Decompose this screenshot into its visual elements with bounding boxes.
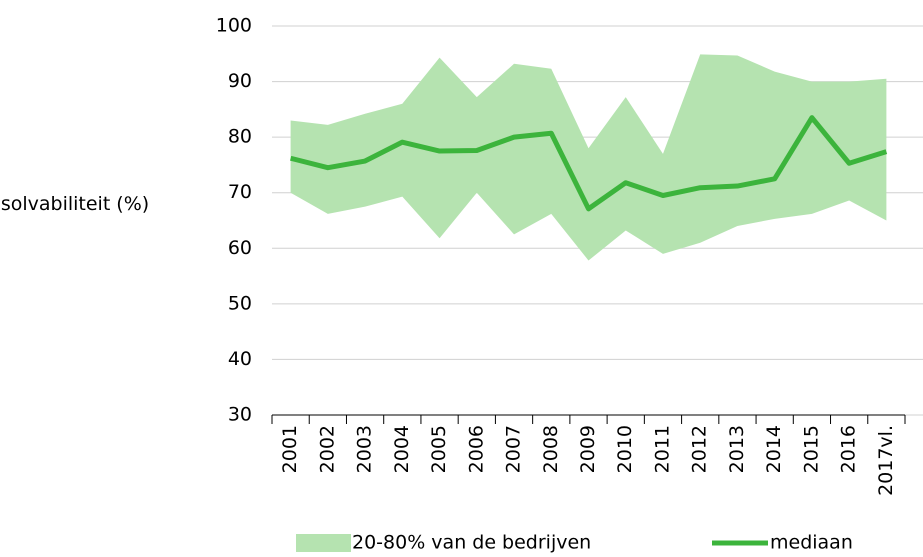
x-tick-label: 2015 bbox=[800, 425, 822, 473]
legend-swatch bbox=[296, 534, 351, 552]
legend-label: mediaan bbox=[770, 532, 853, 554]
x-tick-label: 2017vl. bbox=[875, 425, 897, 496]
x-tick-label: 2003 bbox=[354, 425, 376, 473]
x-tick-label: 2004 bbox=[391, 425, 413, 473]
x-tick-label: 2012 bbox=[689, 425, 711, 473]
x-tick-label: 2006 bbox=[465, 425, 487, 473]
x-tick-label: 2009 bbox=[577, 425, 599, 473]
x-tick-label: 2007 bbox=[503, 425, 525, 473]
x-tick-label: 2001 bbox=[279, 425, 301, 473]
median-line bbox=[290, 115, 888, 212]
legend-label: 20-80% van de bedrijven bbox=[352, 532, 591, 554]
y-tick-label: 100 bbox=[216, 15, 252, 37]
y-axis-label: solvabiliteit (%) bbox=[0, 193, 150, 215]
x-tick-label: 2005 bbox=[428, 425, 450, 473]
x-tick-label: 2002 bbox=[316, 425, 338, 473]
y-tick-label: 50 bbox=[228, 292, 252, 314]
y-tick-label: 80 bbox=[228, 126, 252, 148]
x-tick-label: 2010 bbox=[614, 425, 636, 473]
y-tick-label: 60 bbox=[228, 237, 252, 259]
y-tick-label: 40 bbox=[228, 348, 252, 370]
y-tick-label: 90 bbox=[228, 70, 252, 92]
x-tick-label: 2011 bbox=[651, 425, 673, 473]
x-tick-label: 2013 bbox=[726, 425, 748, 473]
y-tick-label: 30 bbox=[228, 404, 252, 426]
x-tick-label: 2016 bbox=[838, 425, 860, 473]
x-tick-label: 2008 bbox=[540, 425, 562, 473]
y-tick-label: 70 bbox=[228, 181, 252, 203]
x-tick-label: 2014 bbox=[763, 425, 785, 473]
band-area bbox=[290, 54, 887, 261]
